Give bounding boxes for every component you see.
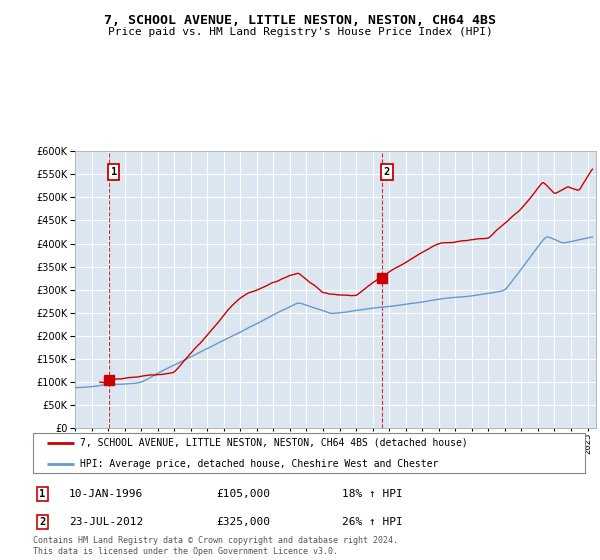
Text: £105,000: £105,000 — [216, 489, 270, 499]
Text: 1: 1 — [110, 167, 117, 177]
Text: 7, SCHOOL AVENUE, LITTLE NESTON, NESTON, CH64 4BS (detached house): 7, SCHOOL AVENUE, LITTLE NESTON, NESTON,… — [80, 438, 467, 448]
Text: 1: 1 — [39, 489, 45, 499]
Text: 18% ↑ HPI: 18% ↑ HPI — [342, 489, 403, 499]
Text: 26% ↑ HPI: 26% ↑ HPI — [342, 517, 403, 527]
Text: £325,000: £325,000 — [216, 517, 270, 527]
Text: HPI: Average price, detached house, Cheshire West and Chester: HPI: Average price, detached house, Ches… — [80, 459, 438, 469]
Text: Contains HM Land Registry data © Crown copyright and database right 2024.
This d: Contains HM Land Registry data © Crown c… — [33, 536, 398, 556]
Text: Price paid vs. HM Land Registry's House Price Index (HPI): Price paid vs. HM Land Registry's House … — [107, 27, 493, 37]
Text: 7, SCHOOL AVENUE, LITTLE NESTON, NESTON, CH64 4BS: 7, SCHOOL AVENUE, LITTLE NESTON, NESTON,… — [104, 14, 496, 27]
Text: 2: 2 — [383, 167, 390, 177]
Text: 23-JUL-2012: 23-JUL-2012 — [69, 517, 143, 527]
Text: 2: 2 — [39, 517, 45, 527]
Text: 10-JAN-1996: 10-JAN-1996 — [69, 489, 143, 499]
